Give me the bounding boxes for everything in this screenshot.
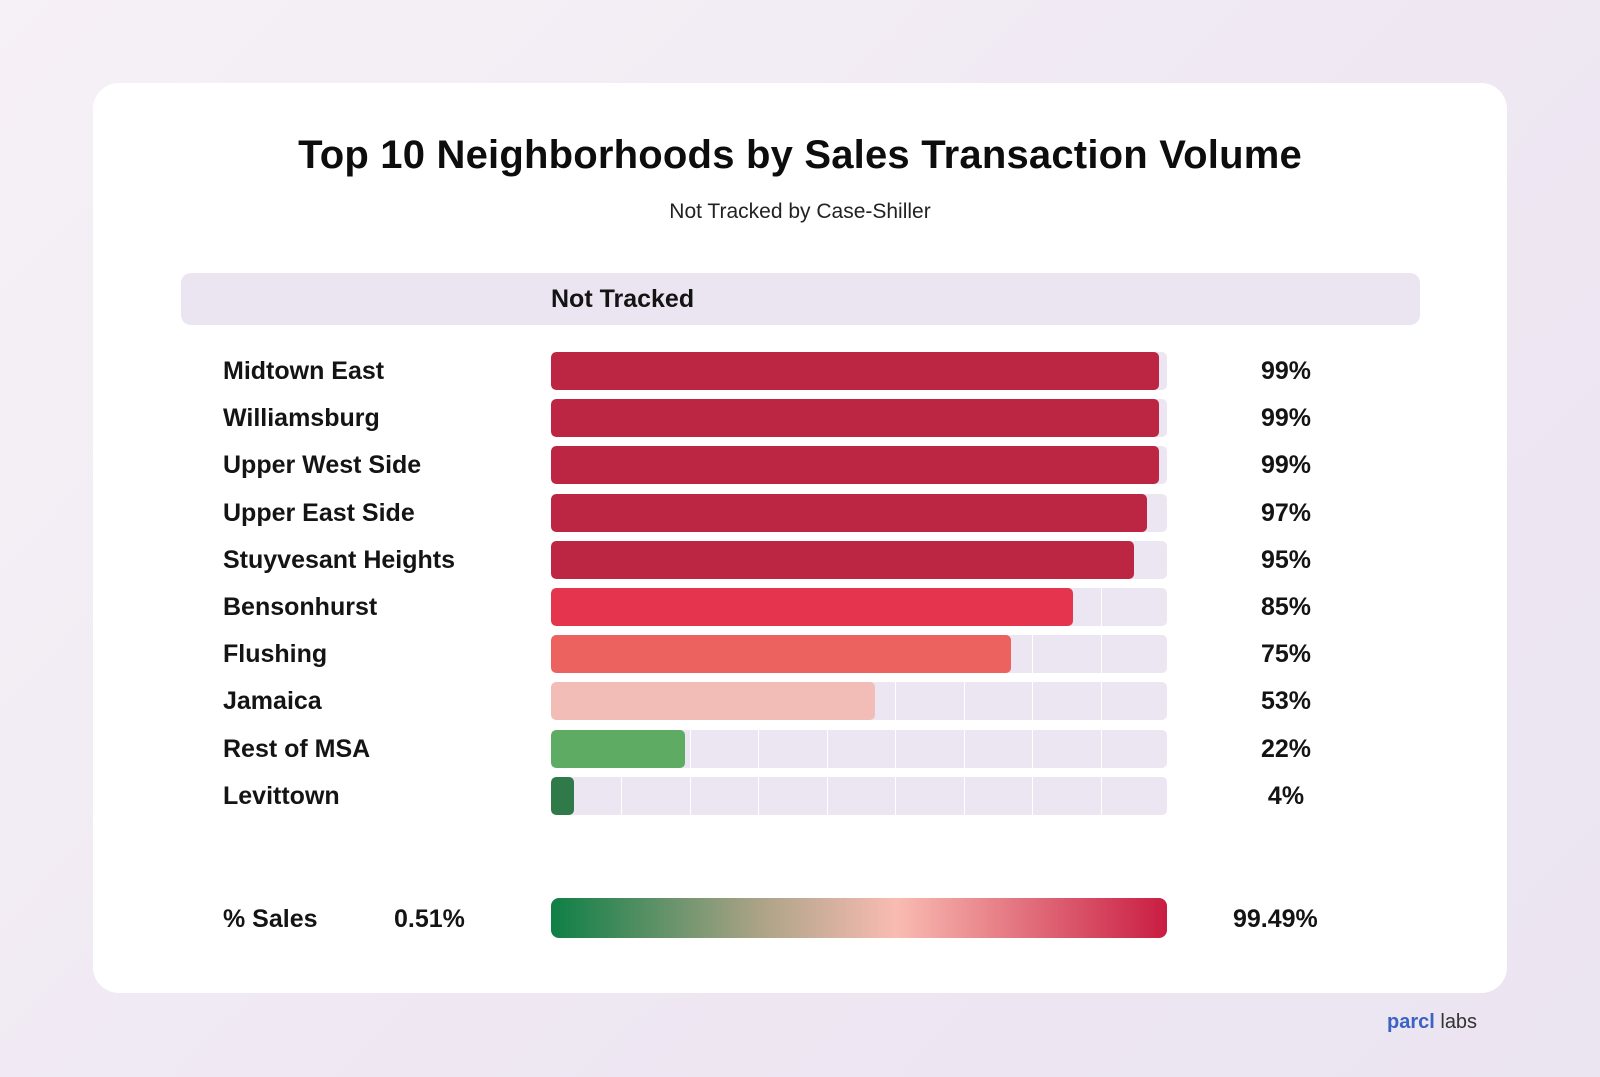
bar-track [551,352,1167,390]
chart-title: Top 10 Neighborhoods by Sales Transactio… [298,133,1302,177]
brand-mark: parcl [1387,1011,1435,1033]
gridline [1101,635,1102,673]
value-label: 95% [1260,546,1312,574]
gridline [1032,777,1033,815]
bar-track [551,635,1167,673]
category-label: Bensonhurst [223,593,378,621]
bar [551,494,1147,532]
gridline [827,777,828,815]
gridline [827,730,828,768]
value-label: 53% [1260,687,1312,715]
value-label: 99% [1260,357,1312,385]
value-label: 4% [1267,782,1305,810]
bar [551,682,876,720]
value-label: 99% [1260,451,1312,479]
bar-track [551,399,1167,437]
value-label: 99% [1260,404,1312,432]
column-header-label: Not Tracked [551,285,695,313]
gridline [1032,682,1033,720]
legend-min-label: 0.51% [394,905,465,933]
gridline [690,730,691,768]
bar-track [551,494,1167,532]
category-label: Levittown [223,782,340,810]
category-label: Upper West Side [223,451,422,479]
legend-label: % Sales [223,905,318,933]
value-label: 97% [1260,499,1312,527]
gridline [964,730,965,768]
value-label: 75% [1260,640,1312,668]
bar [551,399,1159,437]
bar [551,541,1135,579]
gridline [1101,730,1102,768]
gridline [690,777,691,815]
bar-track [551,446,1167,484]
bar-track [551,682,1167,720]
category-label: Stuyvesant Heights [223,546,456,574]
bar-track [551,730,1167,768]
gridline [895,682,896,720]
gridline [895,730,896,768]
gridline [964,682,965,720]
category-label: Flushing [223,640,328,668]
gridline [1032,730,1033,768]
gridline [758,730,759,768]
brand-text: labs [1434,1011,1478,1033]
bar [551,588,1073,626]
gridline [1101,682,1102,720]
chart-subtitle: Not Tracked by Case-Shiller [669,200,931,223]
bar-track [551,588,1167,626]
legend-max-label: 99.49% [1233,905,1318,933]
value-label: 85% [1260,593,1312,621]
category-label: Williamsburg [223,404,380,432]
bar [551,352,1159,390]
gridline [1101,588,1102,626]
value-label: 22% [1260,735,1312,763]
category-label: Rest of MSA [223,735,371,763]
gridline [895,777,896,815]
bar [551,730,685,768]
bar [551,446,1159,484]
gridline [621,777,622,815]
category-label: Upper East Side [223,499,415,527]
gridline [758,777,759,815]
gridline [964,777,965,815]
bar-track [551,541,1167,579]
gridline [1101,777,1102,815]
column-header-band [181,273,1420,325]
chart-card [93,83,1507,993]
bar [551,777,574,815]
gridline [1032,635,1033,673]
bar [551,635,1011,673]
brand-logo: parcl labs [1387,1011,1477,1034]
category-label: Midtown East [223,357,385,385]
legend-gradient-bar [551,898,1167,938]
category-label: Jamaica [223,687,322,715]
bar-track [551,777,1167,815]
